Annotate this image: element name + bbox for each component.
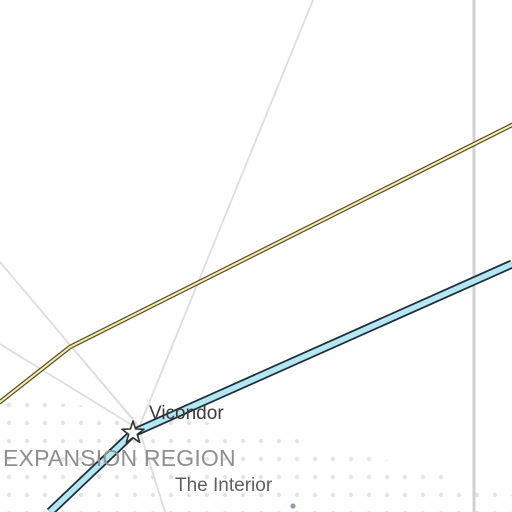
expansion-region-dots <box>0 400 512 512</box>
city-label-vicondor[interactable]: Vicondor <box>149 403 224 424</box>
yellow-hyperlane-outline <box>0 122 512 405</box>
grid-line <box>139 431 166 512</box>
grid-line <box>69 344 133 419</box>
region-label: EXPANSION REGION <box>3 445 236 471</box>
star-marker-icon[interactable] <box>121 420 145 444</box>
yellow-hyperlane-fill <box>0 124 512 403</box>
subregion-label: The Interior <box>175 475 273 496</box>
grid-line <box>139 0 314 426</box>
map-point <box>290 503 296 509</box>
grid-lines <box>0 0 314 512</box>
yellow-hyperlane[interactable] <box>0 122 512 405</box>
grid-line <box>0 343 141 431</box>
